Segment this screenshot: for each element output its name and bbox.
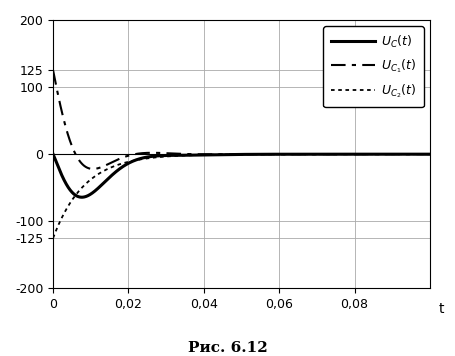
X-axis label: t: t (438, 302, 443, 316)
Line: $U_{C_1}(t)$: $U_{C_1}(t)$ (53, 70, 429, 169)
$U_C(t)$ (93, 188, 99, 192)
$U_{C_1}(t)$ (419, 152, 425, 156)
$U_{C_2}(t)$ (116, 163, 121, 167)
$U_C(t)$ (195, 153, 200, 157)
Line: $U_C(t)$: $U_C(t)$ (53, 154, 429, 197)
$U_C(t)$ (379, 152, 384, 156)
$U_{C_2}(t)$ (93, 173, 99, 178)
$U_{C_1}(t)$ (50, 68, 56, 73)
Text: Рис. 6.12: Рис. 6.12 (188, 341, 267, 355)
$U_{C_2}(t)$ (419, 152, 425, 156)
$U_{C_2}(t)$ (50, 236, 56, 240)
$U_C(t)$ (116, 168, 121, 172)
$U_{C_2}(t)$ (379, 152, 384, 156)
$U_C(t)$ (79, 195, 84, 199)
$U_{C_2}(t)$ (211, 153, 216, 157)
$U_{C_1}(t)$ (211, 152, 216, 156)
$U_{C_1}(t)$ (195, 152, 200, 156)
$U_{C_1}(t)$ (93, 167, 99, 171)
Line: $U_{C_2}(t)$: $U_{C_2}(t)$ (53, 154, 429, 238)
$U_{C_1}(t)$ (426, 152, 432, 156)
$U_{C_1}(t)$ (90, 167, 96, 171)
$U_{C_1}(t)$ (116, 157, 121, 161)
$U_{C_2}(t)$ (426, 152, 432, 156)
$U_C(t)$ (50, 152, 56, 156)
$U_C(t)$ (211, 153, 216, 157)
$U_{C_2}(t)$ (194, 153, 200, 157)
Legend: $U_C(t)$, $U_{C_1}(t)$, $U_{C_2}(t)$: $U_C(t)$, $U_{C_1}(t)$, $U_{C_2}(t)$ (323, 26, 423, 108)
$U_C(t)$ (426, 152, 432, 156)
$U_C(t)$ (419, 152, 425, 156)
$U_{C_1}(t)$ (379, 152, 384, 156)
